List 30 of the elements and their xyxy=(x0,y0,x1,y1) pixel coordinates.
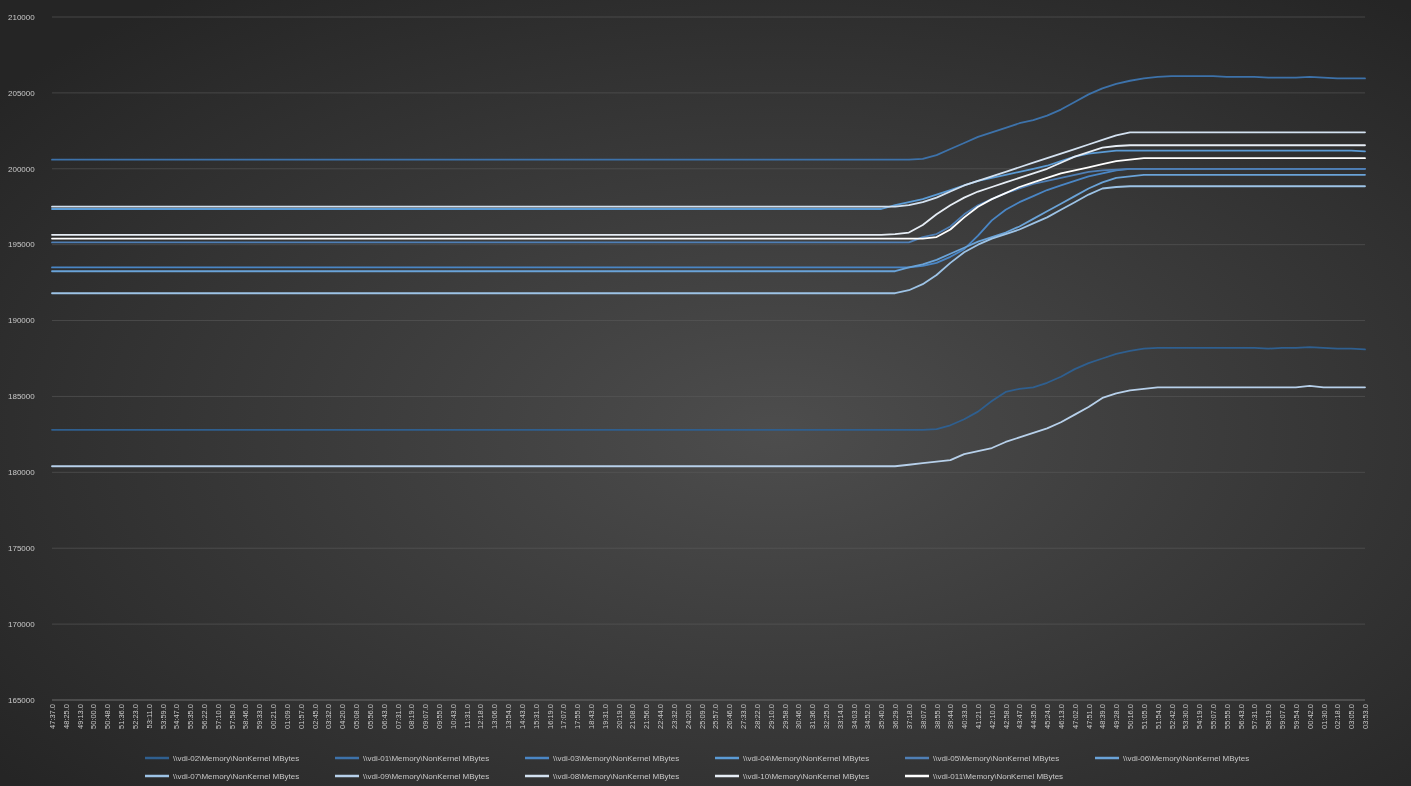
line-series xyxy=(51,75,1366,161)
legend-label: \\vdi-04\Memory\NonKernel MBytes xyxy=(743,753,870,763)
legend-label: \\vdi-01\Memory\NonKernel MBytes xyxy=(363,753,490,763)
legend-label: \\vdi-08\Memory\NonKernel MBytes xyxy=(553,771,680,781)
y-tick-label: 170000 xyxy=(8,619,36,629)
line-series xyxy=(51,185,1366,295)
line-series xyxy=(51,384,1366,468)
y-tick-label: 185000 xyxy=(8,392,36,402)
legend-label: \\vdi-09\Memory\NonKernel MBytes xyxy=(363,771,490,781)
line-series xyxy=(51,144,1366,236)
y-tick-label: 180000 xyxy=(8,468,36,478)
legend-label: \\vdi-011\Memory\NonKernel MBytes xyxy=(933,771,1064,781)
line-series xyxy=(51,131,1366,208)
legend-label: \\vdi-06\Memory\NonKernel MBytes xyxy=(1123,753,1250,763)
legend-label: \\vdi-05\Memory\NonKernel MBytes xyxy=(933,753,1060,763)
line-series xyxy=(51,149,1366,210)
line-series xyxy=(51,157,1366,240)
y-tick-label: 200000 xyxy=(8,164,36,174)
y-tick-label: 165000 xyxy=(8,695,36,705)
y-tick-label: 190000 xyxy=(8,316,36,326)
line-series xyxy=(51,167,1366,244)
legend-label: \\vdi-03\Memory\NonKernel MBytes xyxy=(553,753,680,763)
legend-label: \\vdi-02\Memory\NonKernel MBytes xyxy=(173,753,300,763)
legend-label: \\vdi-10\Memory\NonKernel MBytes xyxy=(743,771,870,781)
legend-label: \\vdi-07\Memory\NonKernel MBytes xyxy=(173,771,300,781)
y-tick-label: 205000 xyxy=(8,88,36,98)
line-series xyxy=(51,346,1366,431)
y-tick-label: 175000 xyxy=(8,544,36,554)
y-tick-label: 195000 xyxy=(8,240,36,250)
y-tick-label: 210000 xyxy=(8,12,36,22)
